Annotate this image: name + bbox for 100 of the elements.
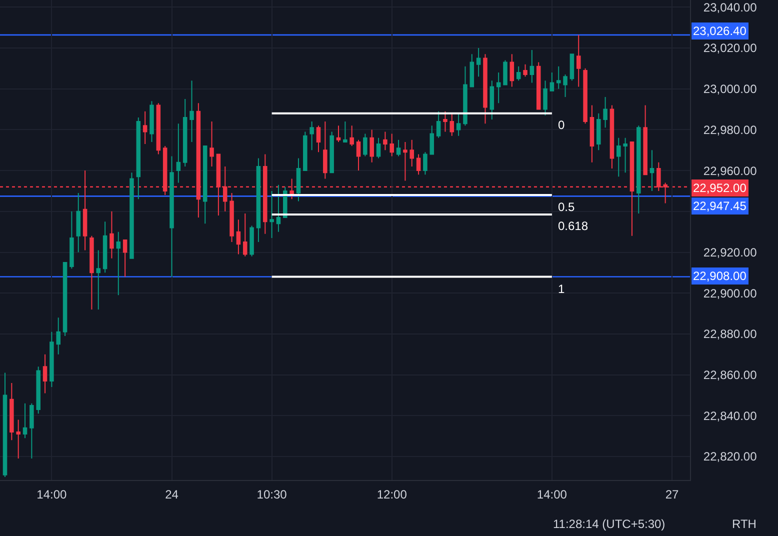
candlestick <box>470 54 474 88</box>
candlestick <box>96 250 101 310</box>
candlestick <box>323 121 328 180</box>
y-tick-label: 23,000.00 <box>703 82 758 96</box>
candlestick <box>350 125 354 147</box>
candlestick <box>136 116 141 200</box>
candlestick <box>343 121 348 142</box>
candlestick <box>430 125 434 155</box>
candlestick <box>523 64 528 78</box>
candlestick <box>510 54 514 88</box>
candlestick <box>643 104 648 176</box>
candlestick <box>516 66 521 82</box>
candlestick <box>556 66 561 90</box>
candlestick <box>403 141 408 182</box>
x-tick-label: 14:00 <box>536 487 568 502</box>
candlestick <box>436 110 441 138</box>
x-tick-label: 24 <box>165 487 179 502</box>
candlestick <box>636 125 641 214</box>
candlestick <box>316 125 321 153</box>
candlestick <box>583 68 588 124</box>
candlestick <box>376 137 381 159</box>
text: RTH <box>732 517 756 531</box>
candlestick <box>356 139 361 172</box>
y-tick-label: 22,980.00 <box>703 122 758 137</box>
candlestick <box>122 240 128 278</box>
x-tick-label: 14:00 <box>36 487 68 502</box>
candlestick <box>630 141 634 236</box>
candlestick <box>50 331 54 388</box>
y-tick-label: 22,880.00 <box>703 327 758 342</box>
ref-line-label: 22,908.00 <box>693 269 747 283</box>
candlestick <box>76 192 81 253</box>
candlestick <box>423 152 428 176</box>
candlestick <box>176 123 181 184</box>
y-tick-label: 23,040.00 <box>703 0 758 14</box>
candlestick <box>110 210 114 259</box>
ref-line-label: 23,026.40 <box>693 24 747 38</box>
candlestick <box>496 72 501 104</box>
candlestick <box>616 137 621 178</box>
text: 11:28:14 (UTC+5:30) <box>553 517 666 531</box>
candlestick <box>456 112 461 136</box>
candlestick <box>10 382 14 441</box>
candlestick <box>130 172 134 259</box>
candlestick <box>170 156 174 278</box>
candlestick <box>563 74 568 98</box>
candlestick <box>210 121 214 167</box>
candlestick <box>250 225 254 257</box>
candlestick <box>142 110 148 144</box>
candlestick <box>242 212 248 257</box>
ref-line-label: 22,947.45 <box>693 199 747 213</box>
candlestick <box>22 402 28 439</box>
candlestick <box>30 402 34 460</box>
candlestick <box>396 139 401 157</box>
y-tick-label: 22,920.00 <box>703 245 758 260</box>
candlestick <box>102 221 108 274</box>
candlestick <box>536 62 541 110</box>
candlestick <box>182 98 188 167</box>
candlestick <box>370 129 374 163</box>
y-tick-label: 22,960.00 <box>703 164 758 178</box>
candlestick <box>603 96 608 128</box>
candlestick <box>570 54 574 82</box>
candlestick <box>276 184 281 232</box>
y-tick-label: 23,020.00 <box>703 41 758 56</box>
candlestick <box>296 158 301 202</box>
candlestick <box>310 121 314 151</box>
candlestick <box>476 48 481 78</box>
candlestick <box>416 154 421 176</box>
candlestick <box>450 112 454 136</box>
ref-line-label: 22,952.00 <box>693 181 747 195</box>
candlestick <box>70 210 74 270</box>
candlestick <box>230 192 234 243</box>
candlestick <box>236 219 241 255</box>
candlestick <box>156 102 161 155</box>
candlestick <box>330 131 334 174</box>
candlestick <box>390 133 394 157</box>
series-label: 0.5 <box>558 200 576 214</box>
candlestick <box>650 150 654 192</box>
y-tick-label: 22,860.00 <box>703 368 758 382</box>
candlestick <box>42 354 48 394</box>
candlestick <box>270 190 274 238</box>
candlestick <box>202 146 208 224</box>
series-label: 1 <box>558 282 565 296</box>
candlestick <box>543 80 548 116</box>
candlestick <box>262 154 268 234</box>
candlestick <box>190 80 194 142</box>
candlestick <box>363 133 368 157</box>
candlestick <box>303 131 308 172</box>
candlestick <box>410 139 414 167</box>
candlestick <box>90 235 94 310</box>
x-tick-label: 12:00 <box>376 487 408 502</box>
candlestick <box>16 419 20 460</box>
y-tick-label: 22,840.00 <box>703 408 758 423</box>
series-label: 0 <box>558 118 565 132</box>
candlestick <box>576 34 581 88</box>
candlestick <box>2 372 8 478</box>
candlestick <box>503 60 508 86</box>
x-tick-label: 27 <box>665 487 679 502</box>
candlestick <box>383 131 388 151</box>
candlestick <box>56 317 60 355</box>
candlestick <box>463 66 468 126</box>
candlestick <box>530 50 534 84</box>
